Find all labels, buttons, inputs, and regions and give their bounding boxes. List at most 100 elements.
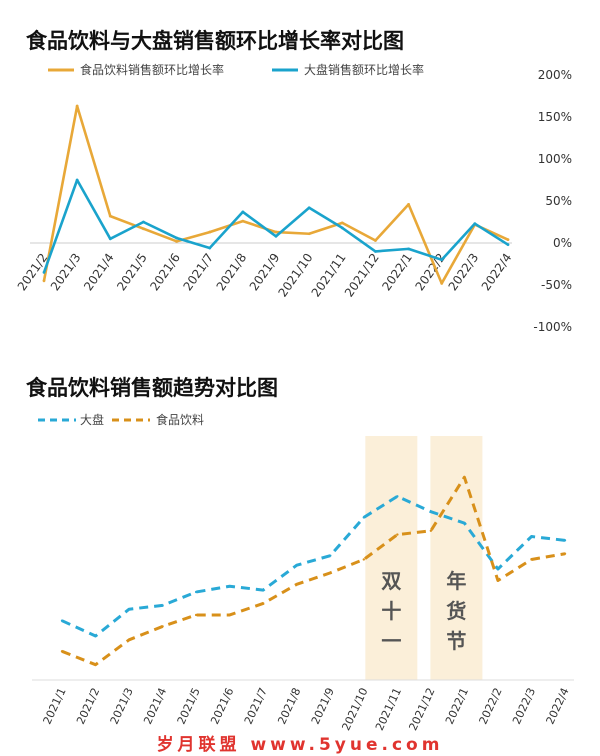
food-growth-point bbox=[42, 279, 46, 283]
food-trend-point bbox=[396, 533, 399, 536]
food-trend-point bbox=[463, 476, 466, 479]
market-trend-point bbox=[530, 535, 533, 538]
newyear-band bbox=[430, 436, 483, 680]
food-trend-point bbox=[563, 552, 567, 555]
band-label-char: 节 bbox=[446, 629, 466, 653]
market-growth-point bbox=[75, 178, 79, 182]
double11-band bbox=[365, 436, 418, 680]
market-trend-point bbox=[228, 585, 231, 588]
food-trend-point bbox=[161, 625, 164, 628]
market-trend-point bbox=[295, 564, 298, 567]
chart1-plot bbox=[42, 104, 510, 285]
food-growth-point bbox=[75, 104, 79, 108]
market-growth-point bbox=[374, 250, 377, 253]
market-trend-point bbox=[262, 588, 265, 592]
market-growth-point bbox=[407, 247, 410, 251]
food-growth-point bbox=[108, 214, 112, 218]
chart2-x-tick: 2021/5 bbox=[175, 686, 203, 727]
market-trend-point bbox=[60, 619, 64, 622]
legend-market-label: 大盘销售额环比增长率 bbox=[304, 62, 424, 77]
legend-market-dash-label: 大盘 bbox=[80, 412, 104, 427]
chart2-x-tick: 2021/2 bbox=[74, 686, 102, 727]
market-trend-point bbox=[161, 604, 164, 607]
watermark: 岁月联盟 www.5yue.com bbox=[157, 734, 444, 755]
chart1-x-tick: 2021/4 bbox=[81, 251, 117, 294]
chart1-x-tick: 2021/12 bbox=[342, 251, 382, 300]
food-growth-point bbox=[440, 281, 444, 285]
market-trend-point bbox=[94, 634, 97, 638]
market-trend-point bbox=[463, 521, 466, 525]
market-growth-point bbox=[506, 243, 510, 247]
band-label-char: 年 bbox=[446, 569, 466, 593]
market-growth-point bbox=[42, 271, 46, 274]
market-trend-point bbox=[496, 567, 500, 571]
food-trend-point bbox=[94, 663, 97, 666]
food-trend-point bbox=[60, 650, 64, 653]
food-trend-point bbox=[530, 558, 533, 561]
chart1-x-tick: 2022/4 bbox=[479, 251, 515, 294]
legend-food-label: 食品饮料销售额环比增长率 bbox=[80, 62, 224, 77]
chart2-plot bbox=[60, 475, 567, 667]
chart2-x-tick: 2021/11 bbox=[373, 686, 404, 733]
market-trend-point bbox=[127, 608, 131, 611]
band-label-char: 一 bbox=[381, 629, 401, 653]
food-growth-point bbox=[307, 232, 311, 236]
chart1-x-tick: 2022/3 bbox=[446, 251, 482, 294]
chart2-x-tick: 2022/3 bbox=[510, 686, 538, 727]
chart1-x-tick: 2021/3 bbox=[48, 251, 84, 294]
chart1-y-tick: 200% bbox=[538, 68, 572, 82]
market-growth-point bbox=[340, 226, 344, 230]
food-growth-point bbox=[274, 230, 278, 234]
chart1-x-tick: 2021/5 bbox=[114, 251, 150, 294]
chart2-x-tick: 2021/8 bbox=[275, 686, 303, 727]
market-growth-point bbox=[208, 246, 212, 250]
chart1-title: 食品饮料与大盘销售额环比增长率对比图 bbox=[26, 29, 404, 53]
chart2-legend: 大盘 食品饮料 bbox=[38, 412, 204, 427]
food-trend-point bbox=[127, 638, 131, 642]
market-growth-point bbox=[440, 258, 444, 262]
chart1-x-tick: 2021/9 bbox=[247, 251, 283, 294]
band-label-char: 十 bbox=[381, 599, 401, 623]
chart1-legend: 食品饮料销售额环比增长率 大盘销售额环比增长率 bbox=[48, 62, 424, 77]
market-trend-point bbox=[396, 495, 399, 498]
market-trend-point bbox=[429, 510, 433, 513]
chart1-y-tick: -50% bbox=[541, 278, 572, 292]
chart1-x-tick: 2021/6 bbox=[147, 251, 183, 294]
band-label-char: 双 bbox=[381, 569, 401, 593]
market-growth-point bbox=[175, 236, 178, 240]
chart1-y-tick: 0% bbox=[553, 236, 572, 250]
food-trend-point bbox=[329, 571, 332, 575]
food-growth-point bbox=[175, 239, 178, 243]
food-trend-point bbox=[262, 602, 265, 605]
chart1-y-axis: 200% 150% 100% 50% 0% -50% -100% bbox=[533, 68, 572, 334]
food-trend-point bbox=[194, 613, 198, 617]
chart2-x-tick: 2021/6 bbox=[208, 686, 236, 727]
market-growth-point bbox=[473, 222, 477, 226]
market-trend-point bbox=[563, 539, 567, 542]
chart2-title: 食品饮料销售额趋势对比图 bbox=[26, 376, 278, 400]
chart2-x-tick: 2022/1 bbox=[443, 686, 471, 727]
chart2-x-tick: 2021/4 bbox=[141, 686, 169, 727]
food-growth-point bbox=[142, 227, 145, 231]
market-trend-point bbox=[194, 590, 198, 594]
food-trend-point bbox=[295, 583, 298, 586]
chart1-x-tick: 2022/1 bbox=[379, 251, 415, 294]
food-growth-point bbox=[374, 239, 377, 242]
food-growth-point bbox=[208, 230, 212, 234]
food-trend-point bbox=[429, 529, 433, 532]
market-trend-point bbox=[362, 516, 365, 519]
chart2-x-axis: 2021/1 2021/2 2021/3 2021/4 2021/5 2021/6 2021… bbox=[41, 686, 572, 733]
chart2-x-tick: 2021/3 bbox=[108, 686, 136, 727]
food-trend-point bbox=[362, 558, 365, 561]
legend-food-dash-label: 食品饮料 bbox=[156, 412, 204, 427]
chart2-bands: 双十一 年货节 bbox=[365, 436, 483, 680]
band-label-char: 货 bbox=[446, 599, 466, 623]
food-trend-point bbox=[496, 579, 500, 582]
market-growth-point bbox=[241, 210, 245, 214]
chart1-x-tick: 2021/8 bbox=[214, 251, 250, 294]
chart1-y-tick: 150% bbox=[538, 110, 572, 124]
market-growth-point bbox=[108, 237, 112, 241]
food-growth-point bbox=[407, 202, 410, 206]
food-growth-point bbox=[506, 238, 510, 242]
chart2-x-tick: 2021/12 bbox=[406, 686, 437, 733]
